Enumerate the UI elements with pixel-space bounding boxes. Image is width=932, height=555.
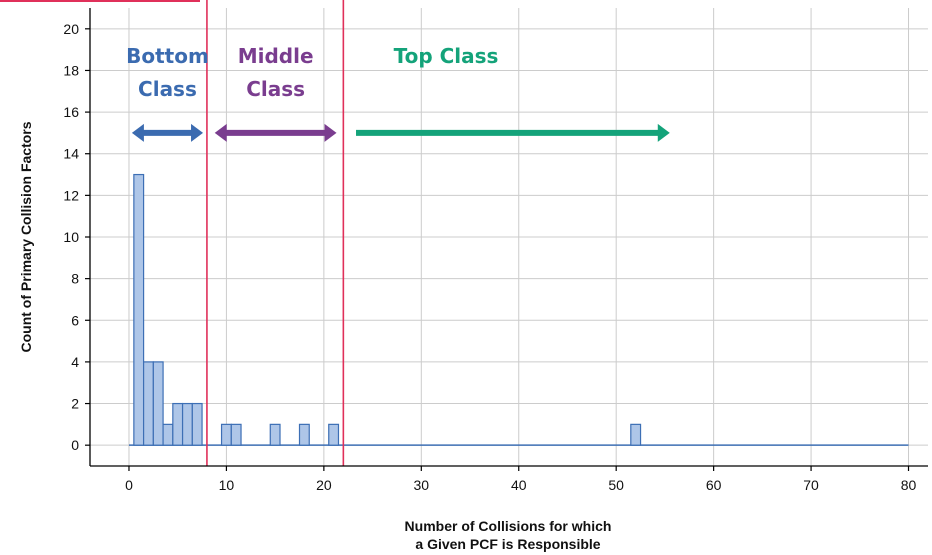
- y-tick-label: 10: [63, 229, 79, 245]
- class-label: Class: [138, 77, 197, 101]
- arrow-head-right: [191, 123, 204, 142]
- class-range-arrow: [214, 123, 337, 142]
- y-axis-title: Count of Primary Collision Factors: [18, 121, 34, 352]
- class-range-arrow: [356, 123, 670, 142]
- histogram-bars: [133, 173, 642, 446]
- histogram-bar: [328, 423, 340, 446]
- class-annotations: Bottom Class Middle Class Top Class: [126, 44, 670, 142]
- class-threshold-lines: [206, 0, 345, 466]
- histogram-bar: [162, 423, 174, 446]
- x-tick-label: 0: [125, 477, 133, 493]
- histogram-bar: [133, 173, 145, 446]
- histogram-bar: [191, 402, 203, 446]
- x-tick-label: 30: [414, 477, 430, 493]
- y-tick-label: 12: [63, 187, 79, 203]
- y-tick-label: 0: [71, 437, 79, 453]
- y-tick-label: 16: [63, 104, 79, 120]
- x-axis-title-line-2: a Given PCF is Responsible: [415, 536, 600, 552]
- x-axis-ticks: 0 10 20 30 40 50 60 70 80: [125, 466, 917, 493]
- class-range-arrow: [131, 123, 204, 142]
- arrow-head-right: [657, 123, 670, 142]
- y-axis-ticks: 0 2 4 6 8 10 12 14 16 18 20: [63, 21, 90, 453]
- x-tick-label: 50: [608, 477, 624, 493]
- x-tick-label: 20: [316, 477, 332, 493]
- x-tick-label: 60: [706, 477, 722, 493]
- y-tick-label: 20: [63, 21, 79, 37]
- grid-lines: [90, 8, 928, 466]
- x-tick-label: 70: [803, 477, 819, 493]
- histogram-bar: [172, 402, 184, 446]
- x-tick-label: 10: [219, 477, 235, 493]
- y-tick-label: 6: [71, 312, 79, 328]
- class-label: Middle: [238, 44, 314, 68]
- y-tick-label: 8: [71, 271, 79, 287]
- x-tick-label: 40: [511, 477, 527, 493]
- class-label: Class: [246, 77, 305, 101]
- histogram-bar: [152, 361, 164, 446]
- histogram-bar: [181, 402, 193, 446]
- x-tick-label: 80: [901, 477, 917, 493]
- y-tick-label: 2: [71, 396, 79, 412]
- histogram-bar: [220, 423, 232, 446]
- arrow-head-left: [214, 123, 227, 142]
- arrow-head-left: [131, 123, 144, 142]
- histogram-bar: [230, 423, 242, 446]
- histogram-bar: [142, 361, 154, 446]
- histogram-bar: [298, 423, 310, 446]
- y-tick-label: 18: [63, 62, 79, 78]
- class-label: Bottom: [126, 44, 209, 68]
- x-axis-title-line-1: Number of Collisions for which: [405, 518, 612, 534]
- y-tick-label: 14: [63, 146, 79, 162]
- arrow-head-right: [324, 123, 337, 142]
- y-tick-label: 4: [71, 354, 79, 370]
- class-label: Top Class: [394, 44, 499, 68]
- histogram-bar: [630, 423, 642, 446]
- histogram-bar: [269, 423, 281, 446]
